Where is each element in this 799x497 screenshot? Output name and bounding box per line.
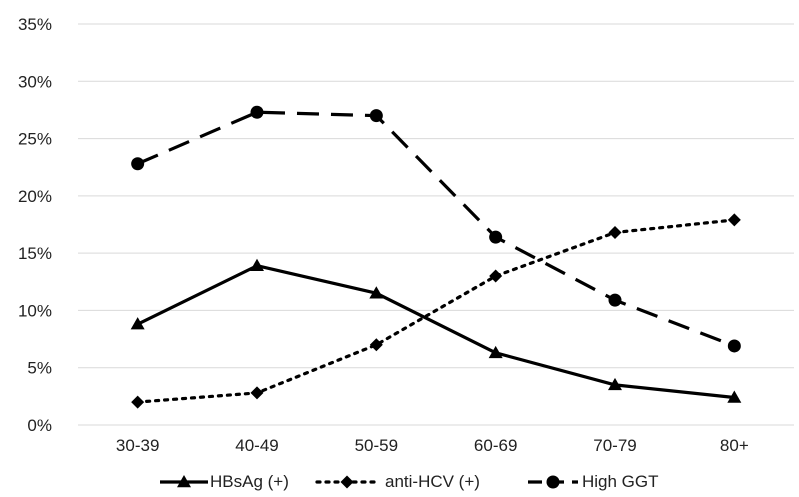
data-point-high-ggt [250,105,264,119]
series-line-anti-hcv [136,218,736,404]
data-point-high-ggt [369,109,383,123]
series-line-high-ggt [137,110,735,348]
data-point-hbsag [608,377,622,391]
data-point-anti-hcv [131,395,145,409]
series-line-hbsag [136,264,735,400]
x-tick-label: 80+ [720,436,749,455]
data-point-hbsag [250,258,264,271]
y-tick-label: 0% [27,416,52,435]
y-tick-label: 5% [27,359,52,378]
data-point-hbsag [369,286,384,299]
x-tick-label: 40-49 [235,436,278,455]
data-point-hbsag [488,345,503,359]
data-point-high-ggt [131,157,145,171]
data-point-high-ggt [608,293,622,307]
legend: HBsAg (+) anti-HCV (+) High GGT [160,472,659,491]
data-point-anti-hcv [727,213,741,227]
data-point-anti-hcv [489,269,503,283]
x-tick-label: 70-79 [593,436,636,455]
series-high-ggt [131,105,741,353]
x-axis-tick-labels: 30-39 40-49 50-59 60-69 70-79 80+ [116,436,749,455]
legend-entry-anti-hcv: anti-HCV (+) [315,472,480,491]
x-tick-label: 60-69 [474,436,517,455]
x-tick-label: 30-39 [116,436,159,455]
data-point-high-ggt [727,339,741,353]
series-anti-hcv [131,213,741,409]
x-tick-label: 50-59 [355,436,398,455]
y-tick-label: 10% [18,301,52,320]
legend-label: HBsAg (+) [210,472,289,491]
legend-marker [177,475,191,488]
legend-entry-hbsag: HBsAg (+) [160,472,289,491]
y-tick-label: 35% [18,15,52,34]
y-tick-label: 20% [18,187,52,206]
data-point-anti-hcv [369,338,383,352]
series-hbsag [130,258,742,403]
legend-label: High GGT [582,472,659,491]
series-group [130,105,742,409]
y-axis-tick-labels: 0% 5% 10% 15% 20% 25% 30% 35% [18,15,52,435]
data-point-anti-hcv [608,226,622,240]
y-tick-label: 15% [18,244,52,263]
y-tick-label: 25% [18,130,52,149]
legend-marker [340,475,354,489]
legend-entry-high-ggt: High GGT [528,472,659,491]
data-point-anti-hcv [250,386,264,400]
legend-label: anti-HCV (+) [385,472,480,491]
data-point-hbsag [727,390,742,403]
data-point-hbsag [130,317,145,330]
y-tick-label: 30% [18,72,52,91]
legend-marker [546,475,560,489]
data-point-high-ggt [489,230,503,244]
